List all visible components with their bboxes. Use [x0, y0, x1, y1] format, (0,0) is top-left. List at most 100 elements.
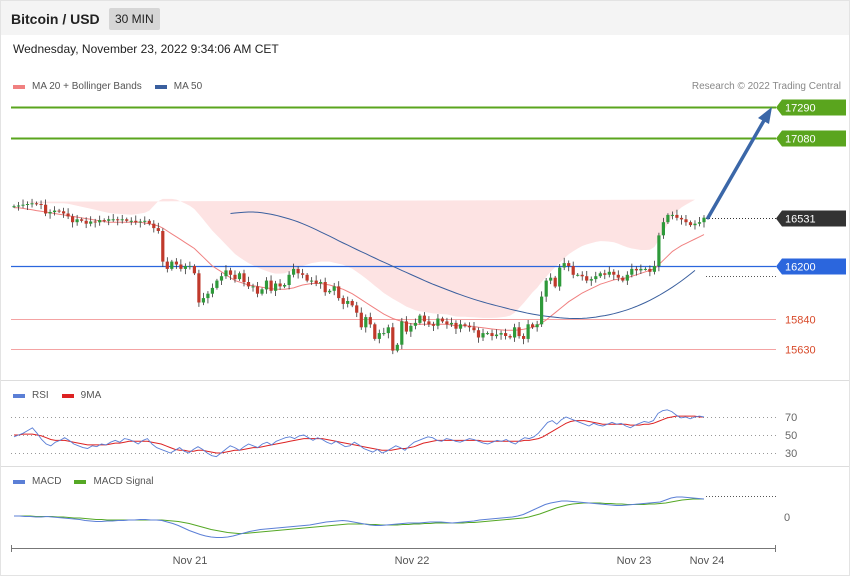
candle-body [287, 274, 291, 285]
legend-rsi: RSI [32, 390, 49, 401]
candle-body [467, 325, 472, 328]
candle-body [305, 274, 309, 281]
rsi-tick-label: 70 [785, 412, 797, 424]
candle-body [143, 220, 147, 222]
candle-body [337, 286, 341, 299]
candle-body [215, 280, 219, 288]
candle-body [53, 210, 57, 213]
candle-body [210, 287, 214, 294]
candle-body [107, 219, 111, 221]
candle-body [589, 279, 593, 281]
candle-body [346, 301, 350, 304]
bollinger-band [14, 198, 695, 318]
rsi-swatch [13, 393, 25, 398]
candle-body [237, 273, 242, 280]
legend-rsi-ma: 9MA [80, 390, 102, 401]
candle-body [661, 222, 665, 236]
rsi-tick-label: 30 [785, 448, 797, 460]
legend-ma20: MA 20 + Bollinger Bands [32, 81, 142, 92]
resistance-level-tag [776, 99, 846, 116]
candle-body [490, 333, 494, 336]
candle-body [504, 333, 508, 336]
candle-body [21, 204, 25, 206]
candle-body [323, 282, 327, 293]
candle-body [630, 268, 634, 275]
candle-body [174, 261, 178, 265]
candle-body [314, 280, 318, 284]
x-tick-label: Nov 22 [395, 555, 430, 567]
candle-body [188, 266, 192, 267]
candle-body [535, 324, 539, 328]
candle-body [125, 219, 129, 221]
candle-body [170, 261, 174, 269]
candle-body [260, 289, 264, 294]
candle-body [156, 228, 160, 231]
candle-body [404, 321, 408, 332]
research-credit: Research © 2022 Trading Central [691, 81, 841, 92]
candle-body [657, 235, 661, 266]
candle-body [576, 274, 580, 276]
last-level-tag [776, 210, 846, 227]
candle-body [111, 219, 115, 221]
candle-body [201, 298, 205, 303]
candle-body [134, 220, 138, 223]
ma20-line [14, 207, 705, 331]
candle-body [48, 212, 52, 214]
candle-body [670, 214, 674, 216]
candle-body [684, 219, 688, 223]
chart-header: Bitcoin / USD 30 MIN [1, 1, 849, 35]
resistance-level-tag [776, 130, 846, 147]
candle-body [242, 273, 246, 283]
candle-body [549, 277, 553, 281]
candle-body [458, 324, 463, 329]
rsi-line [13, 409, 705, 458]
candle-body [472, 327, 476, 331]
forecast-arrow [706, 115, 768, 220]
legend-macd: MACD [32, 476, 62, 487]
candle-body [328, 290, 332, 293]
pivot-level-label: 16200 [785, 262, 816, 274]
candle-body [621, 277, 625, 281]
candle-body [25, 204, 30, 205]
candle-body [697, 222, 702, 224]
macd-swatch [13, 479, 25, 484]
candle-body [206, 293, 210, 299]
candle-body [228, 270, 233, 275]
candle-body [544, 280, 548, 297]
ma50-line [230, 211, 696, 319]
candle-body [494, 334, 499, 337]
candle-body [675, 214, 679, 218]
candle-body [526, 324, 530, 339]
candle-body [499, 333, 503, 335]
candle-body [57, 210, 61, 212]
candle-body [251, 286, 255, 288]
rsi-ma-line [14, 415, 704, 454]
candle-body [84, 220, 88, 224]
candle-body [183, 266, 187, 269]
candle-body [481, 333, 485, 338]
candle-body [165, 261, 169, 269]
candle-body [409, 325, 413, 332]
candle-body [643, 268, 647, 270]
candle-body [594, 276, 598, 280]
candle-body [531, 324, 535, 328]
candle-body [666, 214, 670, 223]
candle-body [454, 322, 458, 329]
candle-body [219, 276, 224, 281]
pivot-level-tag [776, 258, 846, 275]
rsi-legend: RSI 9MA [13, 390, 114, 401]
candle-body [233, 274, 237, 280]
candle-body [44, 204, 48, 214]
candle-body [517, 327, 521, 337]
macd-line [14, 496, 705, 538]
x-tick-label: Nov 21 [173, 555, 208, 567]
rsi-tick-label: 50 [785, 430, 797, 442]
ma20-swatch [13, 84, 25, 89]
candle-body [359, 312, 363, 328]
candle-body [679, 217, 684, 220]
candle-body [485, 333, 490, 335]
candle-body [138, 221, 142, 223]
candle-body [445, 321, 449, 325]
timeframe-badge[interactable]: 30 MIN [109, 8, 160, 30]
candle-body [540, 296, 544, 325]
